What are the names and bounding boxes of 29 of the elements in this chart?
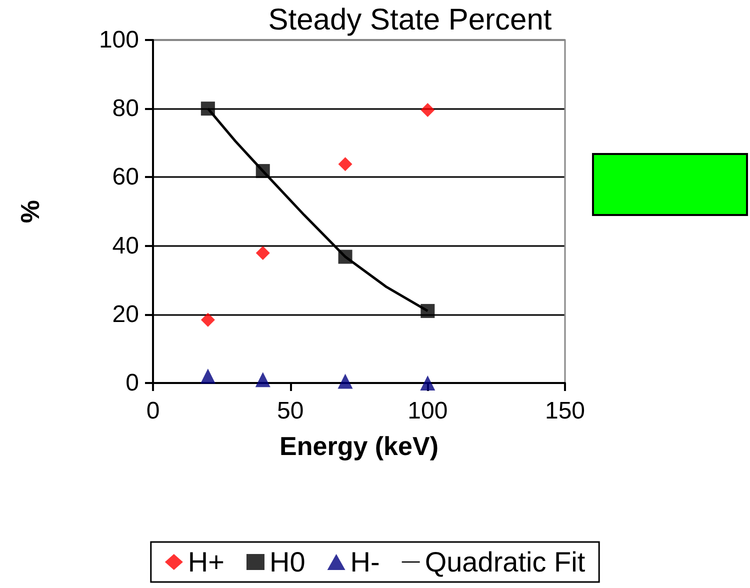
point (420, 304, 435, 318)
x-tick-label: 100 (408, 398, 448, 424)
point (420, 102, 435, 117)
y-tick-label: 60 (112, 164, 139, 191)
chart-title: Steady State Percent (268, 4, 552, 36)
y-tick-label: 100 (98, 26, 139, 54)
legend-label: H+ (188, 546, 224, 578)
legend-label: H- (350, 546, 380, 578)
point (338, 157, 352, 172)
legend-label: Quadratic Fit (424, 546, 586, 578)
point (200, 368, 216, 384)
point (338, 250, 352, 264)
y-axis-title: % (15, 200, 45, 224)
y-tick-label: 20 (112, 300, 139, 328)
point (338, 374, 353, 389)
point (256, 164, 270, 178)
point (256, 246, 270, 260)
x-tick-label: 150 (544, 398, 586, 424)
point (200, 102, 215, 116)
point (200, 312, 215, 327)
x-axis-title: Energy (keV) (280, 431, 438, 461)
legend-label: H0 (269, 546, 306, 578)
point (420, 376, 436, 390)
y-tick-label: 40 (112, 232, 139, 260)
x-tick-label: 50 (276, 398, 304, 424)
y-tick-label: 0 (126, 370, 139, 396)
y-tick-label: 80 (112, 95, 139, 122)
x-tick-label: 0 (146, 398, 160, 424)
point (255, 372, 270, 388)
